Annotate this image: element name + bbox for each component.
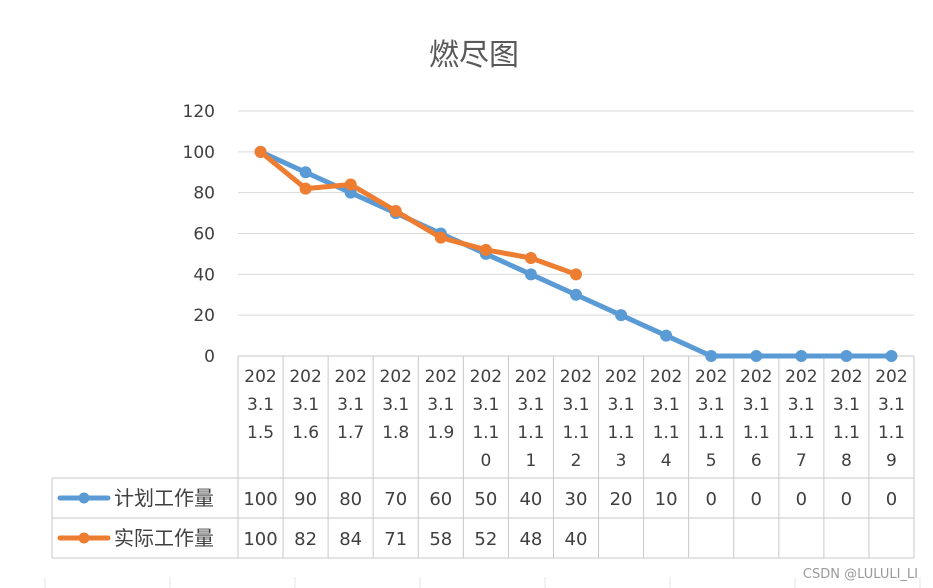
data-point (254, 145, 267, 158)
table-cell-value: 80 (339, 489, 362, 510)
table-cell-value: 100 (243, 489, 277, 510)
table-cell-value: 0 (796, 489, 807, 510)
y-axis-ticks: 0 20 40 60 80 100 120 (183, 102, 215, 367)
x-category-label: 202 3.1 1.1 1 (515, 367, 547, 471)
chart-title: 燃尽图 (429, 38, 519, 73)
data-point (570, 288, 582, 301)
y-tick-label: 60 (193, 225, 215, 245)
watermark: CSDN @LULULI_LI (803, 567, 918, 582)
legend-series-name: 实际工作量 (114, 526, 214, 550)
x-category-label: 202 3.1 1.1 0 (470, 367, 502, 471)
y-tick-label: 100 (183, 143, 215, 163)
series-line (258, 149, 579, 277)
y-tick-label: 80 (193, 184, 215, 204)
data-point (615, 309, 628, 322)
table-cell-value: 40 (565, 529, 588, 550)
data-point (524, 252, 537, 264)
table-cell-value: 0 (841, 489, 852, 510)
x-category-label: 202 3.1 1.1 4 (650, 367, 682, 471)
legend-key-marker (78, 532, 90, 544)
table-cell-value: 0 (751, 489, 762, 510)
table-cell-value: 48 (519, 529, 542, 550)
table-cell-value: 10 (655, 489, 678, 510)
y-tick-label: 0 (204, 347, 215, 367)
data-table: 202 3.1 1.5 202 3.1 1.6 202 3.1 1.7 202 3.1 1.8 202 3… (51, 355, 915, 559)
x-category-label: 202 3.1 1.8 (380, 367, 412, 443)
x-category-label: 202 3.1 1.1 5 (695, 367, 727, 471)
x-category-label: 202 3.1 1.9 (425, 367, 457, 443)
data-point (885, 350, 898, 362)
table-cell-value: 20 (610, 489, 633, 510)
x-category-label: 202 3.1 1.5 (244, 367, 276, 443)
series-lines (254, 145, 898, 362)
table-cell-value: 90 (294, 489, 317, 510)
y-tick-label: 120 (183, 102, 215, 122)
table-cell-value: 70 (384, 489, 407, 510)
table-cell-value: 100 (243, 529, 277, 550)
x-category-label: 202 3.1 1.1 2 (560, 367, 592, 471)
data-point (705, 350, 718, 362)
table-cell-value: 50 (474, 489, 497, 510)
table-cell-value: 52 (474, 529, 497, 550)
x-category-label: 202 3.1 1.1 7 (785, 367, 817, 471)
x-category-label: 202 3.1 1.7 (334, 367, 366, 443)
table-cell-value: 40 (519, 489, 542, 510)
table-cell-value: 82 (294, 529, 317, 550)
data-point (524, 268, 537, 281)
data-point (795, 350, 808, 362)
x-category-label: 202 3.1 1.1 6 (740, 367, 772, 471)
data-point (299, 166, 312, 179)
data-point (840, 350, 853, 362)
legend-key-marker (78, 492, 90, 504)
x-category-label: 202 3.1 1.6 (289, 367, 321, 443)
x-category-label: 202 3.1 1.1 3 (605, 367, 637, 471)
data-point (299, 182, 312, 195)
legend-series-name: 计划工作量 (114, 486, 214, 510)
table-cell-value: 58 (429, 529, 452, 550)
table-cell-value: 84 (339, 529, 362, 550)
data-point (434, 231, 447, 244)
x-category-label: 202 3.1 1.1 9 (875, 367, 907, 471)
data-point (750, 350, 763, 362)
data-point (570, 268, 582, 281)
table-cell-value: 60 (429, 489, 452, 510)
data-point (344, 178, 357, 191)
table-cell-value: 71 (384, 529, 407, 550)
table-cell-value: 0 (886, 489, 897, 510)
y-tick-label: 40 (193, 265, 215, 285)
y-tick-label: 20 (193, 306, 215, 326)
table-cell-value: 30 (565, 489, 588, 510)
data-point (660, 329, 673, 342)
x-category-label: 202 3.1 1.1 8 (830, 367, 862, 471)
data-point (479, 243, 492, 256)
gridlines (238, 110, 914, 316)
table-cell-value: 0 (705, 489, 716, 510)
data-point (389, 205, 402, 218)
